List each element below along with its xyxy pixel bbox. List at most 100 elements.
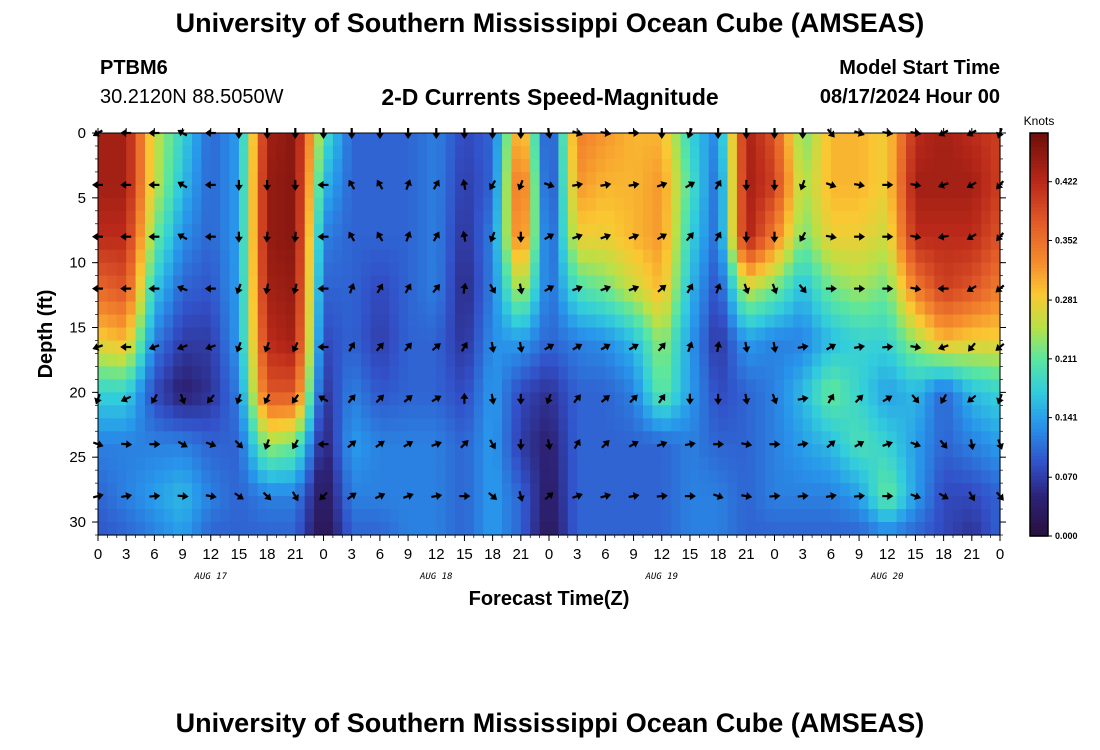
heatmap-cell [511,197,522,212]
heatmap-cell [746,392,757,406]
heatmap-cell [971,197,982,212]
heatmap-cell [577,522,588,536]
heatmap-cell [436,210,447,225]
heatmap-cell [896,133,907,147]
heatmap-cell [173,171,184,186]
heatmap-cell [549,171,559,186]
heatmap-cell [464,483,475,497]
heatmap-cell [98,133,108,147]
y-tick-label: 0 [78,125,86,142]
heatmap-cell [765,133,776,147]
heatmap-cell [605,223,616,238]
heatmap-cell [332,145,343,160]
heatmap-cell [699,314,710,329]
heatmap-cell [426,431,437,445]
current-vector-arrow [853,343,866,351]
heatmap-cell [849,431,860,445]
heatmap-cell [595,314,606,329]
heatmap-cell [765,405,776,419]
heatmap-cell [107,431,118,445]
heatmap-cell [661,133,672,147]
heatmap-cell [812,262,823,277]
heatmap-cell [586,431,597,445]
heatmap-cell [163,145,174,160]
heatmap-cell [370,353,381,368]
heatmap-cell [126,197,137,212]
heatmap-cell [455,457,466,471]
heatmap-cell [229,275,240,290]
heatmap-cell [821,158,832,173]
heatmap-cell [868,431,879,445]
heatmap-cell [943,275,954,290]
heatmap-cell [671,288,682,303]
heatmap-cell [680,353,691,368]
heatmap-cell [605,288,616,303]
heatmap-cell [699,496,710,510]
heatmap-cell [990,210,1001,225]
heatmap-cell [502,509,513,523]
heatmap-cell [943,288,954,303]
heatmap-cell [586,522,597,536]
heatmap-cell [924,288,935,303]
heatmap-cell [267,418,278,432]
heatmap-cell [868,496,879,510]
heatmap-cell [915,301,926,316]
heatmap-cell [210,236,221,251]
heatmap-cell [398,483,409,497]
heatmap-cell [473,522,484,536]
heatmap-cell [868,483,879,497]
heatmap-cell [210,522,221,536]
heatmap-cell [661,236,672,251]
heatmap-cell [426,275,437,290]
heatmap-cell [135,496,146,510]
heatmap-cell [652,327,663,342]
heatmap-cell [107,418,118,432]
heatmap-cell [633,379,644,393]
heatmap-cell [426,509,437,523]
colorbar-segment [1030,243,1048,248]
heatmap-cell [455,133,466,147]
heatmap-cell [351,340,362,355]
heatmap-cell [163,158,174,173]
heatmap-cell [473,509,484,523]
heatmap-cell [191,210,202,225]
heatmap-cell [793,210,804,225]
heatmap-cell [727,405,738,419]
heatmap-cell [370,197,381,212]
colorbar-segment [1030,180,1048,184]
heatmap-cell [614,496,625,510]
current-vector-arrow [629,394,638,404]
day-label: AUG 20 [870,572,904,582]
heatmap-cell [464,249,475,264]
heatmap-cell [652,470,663,484]
heatmap-cell [774,210,785,225]
heatmap-cell [962,314,973,329]
current-vector-arrow [713,492,724,500]
heatmap-cell [389,457,400,471]
heatmap-cell [323,444,334,458]
heatmap-cell [962,418,973,432]
heatmap-cell [126,522,137,536]
heatmap-cell [445,392,456,406]
heatmap-cell [464,496,475,510]
heatmap-cell [370,314,381,329]
heatmap-cell [840,340,851,355]
heatmap-cell [511,249,522,264]
heatmap-cell [201,301,212,316]
heatmap-cell [201,509,212,523]
heatmap-cell [567,457,578,471]
heatmap-cell [849,392,860,406]
heatmap-cell [765,340,776,355]
heatmap-cell [342,197,353,212]
heatmap-cell [379,133,390,147]
heatmap-cell [173,405,184,419]
heatmap-cell [163,496,174,510]
heatmap-cell [953,184,964,199]
heatmap-cell [605,133,616,147]
heatmap-cell [943,197,954,212]
heatmap-cell [868,197,879,212]
heatmap-cell [549,418,559,432]
heatmap-cell [220,288,231,303]
heatmap-cell [502,405,513,419]
heatmap-cell [859,496,870,510]
